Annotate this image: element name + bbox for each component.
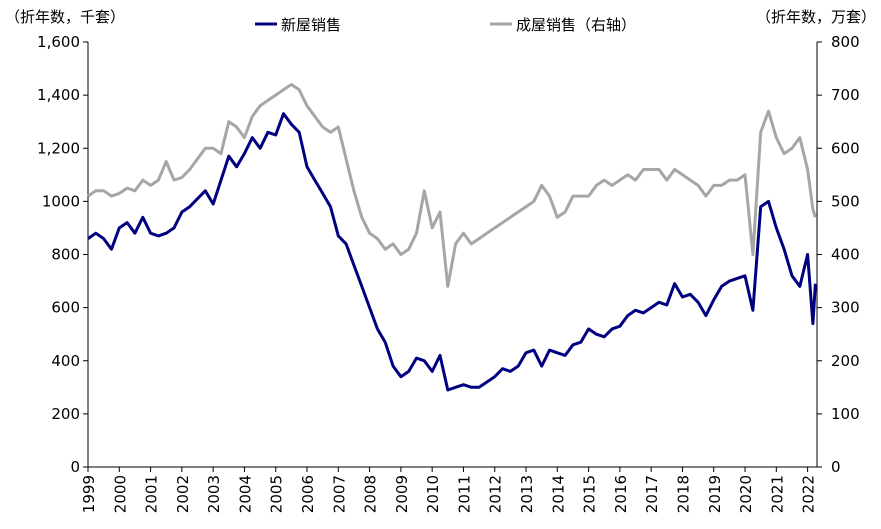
x-tick-label: 2018 [674,475,692,513]
y2-tick-label: 600 [831,139,860,157]
y2-tick-label: 500 [831,192,860,210]
x-tick-label: 2010 [424,475,442,513]
y2-tick-label: 300 [831,299,860,317]
y-tick-label: 200 [51,405,80,423]
x-tick-label: 2008 [362,475,380,513]
y-tick-label: 0 [70,458,80,476]
y2-tick-label: 100 [831,405,860,423]
x-tick-label: 2000 [111,475,129,513]
y2-tick-label: 200 [831,352,860,370]
x-tick-label: 2003 [205,475,223,513]
x-tick-label: 2012 [487,475,505,513]
y-tick-label: 1,400 [37,86,80,104]
legend-label: 新屋销售 [281,16,341,34]
x-tick-label: 2021 [768,475,786,513]
x-tick-label: 2004 [236,475,254,513]
x-tick-label: 2014 [549,475,567,513]
x-tick-label: 2006 [299,475,317,513]
y-tick-label: 1,200 [37,139,80,157]
y2-tick-label: 800 [831,33,860,51]
y2-axis-label: （折年数，万套） [756,8,876,26]
legend-label: 成屋销售（右轴） [516,16,636,34]
x-tick-label: 2001 [143,475,161,513]
y-tick-label: 1000 [42,192,80,210]
y-tick-label: 1,600 [37,33,80,51]
x-tick-label: 2016 [612,475,630,513]
y-tick-label: 400 [51,352,80,370]
x-tick-label: 2009 [393,475,411,513]
x-tick-label: 2017 [643,475,661,513]
series-line [87,83,817,288]
x-tick-label: 2020 [737,475,755,513]
y-tick-label: 600 [51,299,80,317]
x-tick-label: 2019 [706,475,724,513]
x-tick-label: 2015 [581,475,599,513]
x-tick-label: 2005 [268,475,286,513]
y-tick-label: 800 [51,246,80,264]
x-tick-label: 2002 [174,475,192,513]
x-tick-label: 2022 [800,475,818,513]
series-line [87,112,817,392]
x-tick-label: 2011 [455,475,473,513]
y-axis-label: （折年数，千套） [5,8,125,26]
y2-tick-label: 700 [831,86,860,104]
x-tick-label: 2013 [518,475,536,513]
y2-tick-label: 0 [831,458,841,476]
x-tick-label: 1999 [80,475,98,513]
x-tick-label: 2007 [330,475,348,513]
y2-tick-label: 400 [831,246,860,264]
